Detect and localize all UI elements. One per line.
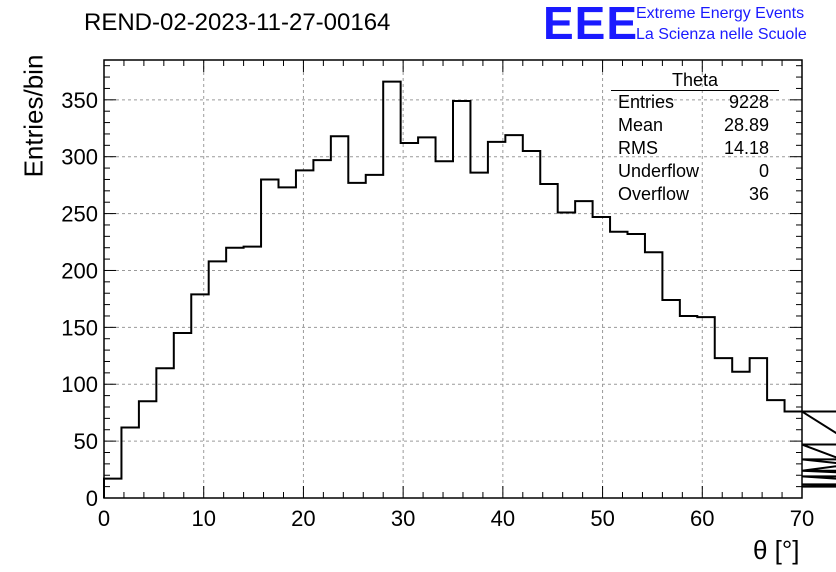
histogram-bin — [191, 294, 208, 498]
y-tick-label: 0 — [86, 486, 98, 511]
histogram-bin — [628, 234, 645, 498]
stats-label: Entries — [618, 92, 675, 112]
histogram-bin — [331, 136, 348, 498]
stats-label: Overflow — [618, 184, 690, 204]
histogram-bin — [645, 252, 662, 498]
histogram-bin — [575, 201, 592, 498]
histogram-bin — [488, 142, 505, 498]
y-tick-label: 250 — [61, 202, 98, 227]
histogram-bin — [750, 358, 767, 498]
x-tick-label: 10 — [191, 506, 215, 531]
x-tick-label: 0 — [98, 506, 110, 531]
plot-frame — [103, 59, 803, 499]
histogram-bin — [139, 401, 156, 498]
histogram-bin — [732, 372, 749, 498]
stats-row-underflow: Underflow 0 — [611, 160, 779, 183]
stats-row-entries: Entries 9228 — [611, 91, 779, 114]
histogram-bin — [244, 247, 261, 498]
logo-line-2: La Scienza nelle Scuole — [636, 26, 807, 43]
histogram-bin — [401, 143, 418, 498]
y-tick-label: 200 — [61, 258, 98, 283]
histogram-bin — [121, 427, 138, 498]
histogram-bin — [505, 135, 522, 498]
histogram-bin — [383, 82, 400, 498]
x-tick-label: 20 — [291, 506, 315, 531]
histogram-bin — [279, 187, 296, 498]
histogram-bin — [296, 170, 313, 498]
histogram-bin — [261, 179, 278, 498]
stats-label: RMS — [618, 138, 658, 158]
x-tick-label: 60 — [690, 506, 714, 531]
x-tick-label: 70 — [790, 506, 814, 531]
histogram-bin — [470, 173, 487, 498]
histogram-bin — [767, 400, 784, 498]
histogram-bin — [104, 479, 121, 498]
histogram-bin — [313, 160, 330, 498]
stats-value: 0 — [758, 161, 769, 181]
histogram-bin — [156, 368, 173, 498]
stats-row-overflow: Overflow 36 — [611, 183, 779, 206]
y-tick-label: 150 — [61, 315, 98, 340]
stats-label: Mean — [618, 115, 664, 135]
eee-logo: EEE — [543, 0, 639, 49]
x-tick-label: 50 — [590, 506, 614, 531]
logo-line-1: Extreme Energy Events — [636, 5, 805, 22]
histogram-bin — [226, 248, 243, 498]
x-axis-label: θ [°] — [753, 535, 800, 565]
chart-title: REND-02-2023-11-27-00164 — [84, 9, 391, 36]
histogram-bin — [558, 212, 575, 498]
histogram-bin — [209, 261, 226, 498]
y-tick-label: 300 — [61, 145, 98, 170]
stats-value: 36 — [748, 184, 769, 204]
x-tick-label: 30 — [391, 506, 415, 531]
histogram-bin — [593, 217, 610, 498]
histogram-bin — [785, 412, 802, 498]
histogram-bin — [610, 232, 627, 498]
histogram-bin — [453, 101, 470, 498]
histogram-bin — [697, 317, 714, 498]
histogram-series-line — [103, 80, 836, 498]
stats-value: 28.89 — [723, 115, 769, 135]
stats-value: 9228 — [728, 92, 769, 112]
histogram-bin — [523, 151, 540, 498]
histogram-bin — [680, 316, 697, 498]
stats-box: Theta Entries 9228 Mean 28.89 RMS 14.18 Underf… — [611, 70, 779, 206]
stats-label: Underflow — [618, 161, 700, 181]
eee-logo-caption: Extreme Energy Events La Scienza nelle S… — [636, 3, 807, 45]
y-tick-label: 350 — [61, 88, 98, 113]
histogram-bin — [366, 175, 383, 498]
histogram-bin — [174, 333, 191, 498]
histogram-bin — [662, 300, 679, 498]
stats-row-rms: RMS 14.18 — [611, 137, 779, 160]
stats-rows: Entries 9228 Mean 28.89 RMS 14.18 Underflow 0 Ov… — [611, 91, 779, 206]
histogram-bin — [715, 358, 732, 498]
y-tick-label: 100 — [61, 372, 98, 397]
histogram-bin — [540, 184, 557, 498]
histogram-bin — [436, 161, 453, 498]
x-tick-label: 40 — [491, 506, 515, 531]
stats-value: 14.18 — [723, 138, 769, 158]
y-tick-label: 50 — [74, 429, 98, 454]
histogram-bin — [418, 137, 435, 498]
histogram-bin — [348, 183, 365, 498]
stats-row-mean: Mean 28.89 — [611, 114, 779, 137]
stats-title: Theta — [611, 70, 779, 91]
